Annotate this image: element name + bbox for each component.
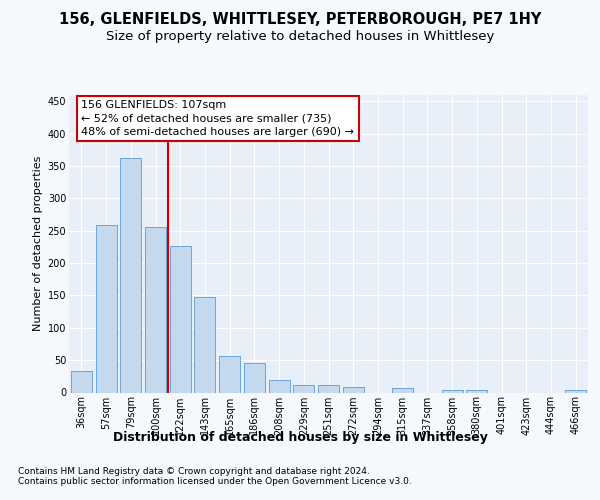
Text: Size of property relative to detached houses in Whittlesey: Size of property relative to detached ho… <box>106 30 494 43</box>
Bar <box>194 297 215 392</box>
Bar <box>120 158 141 392</box>
Bar <box>170 246 191 392</box>
Text: Contains HM Land Registry data © Crown copyright and database right 2024.: Contains HM Land Registry data © Crown c… <box>18 467 370 476</box>
Bar <box>343 388 364 392</box>
Y-axis label: Number of detached properties: Number of detached properties <box>34 156 43 332</box>
Bar <box>269 380 290 392</box>
Bar <box>442 390 463 392</box>
Bar <box>145 227 166 392</box>
Text: Contains public sector information licensed under the Open Government Licence v3: Contains public sector information licen… <box>18 477 412 486</box>
Bar <box>293 386 314 392</box>
Bar <box>95 225 116 392</box>
Bar <box>71 371 92 392</box>
Bar <box>392 388 413 392</box>
Bar <box>565 390 586 392</box>
Bar <box>244 364 265 392</box>
Bar <box>318 386 339 392</box>
Text: 156, GLENFIELDS, WHITTLESEY, PETERBOROUGH, PE7 1HY: 156, GLENFIELDS, WHITTLESEY, PETERBOROUG… <box>59 12 541 28</box>
Bar <box>466 390 487 392</box>
Text: 156 GLENFIELDS: 107sqm
← 52% of detached houses are smaller (735)
48% of semi-de: 156 GLENFIELDS: 107sqm ← 52% of detached… <box>82 100 355 136</box>
Text: Distribution of detached houses by size in Whittlesey: Distribution of detached houses by size … <box>113 431 487 444</box>
Bar <box>219 356 240 393</box>
